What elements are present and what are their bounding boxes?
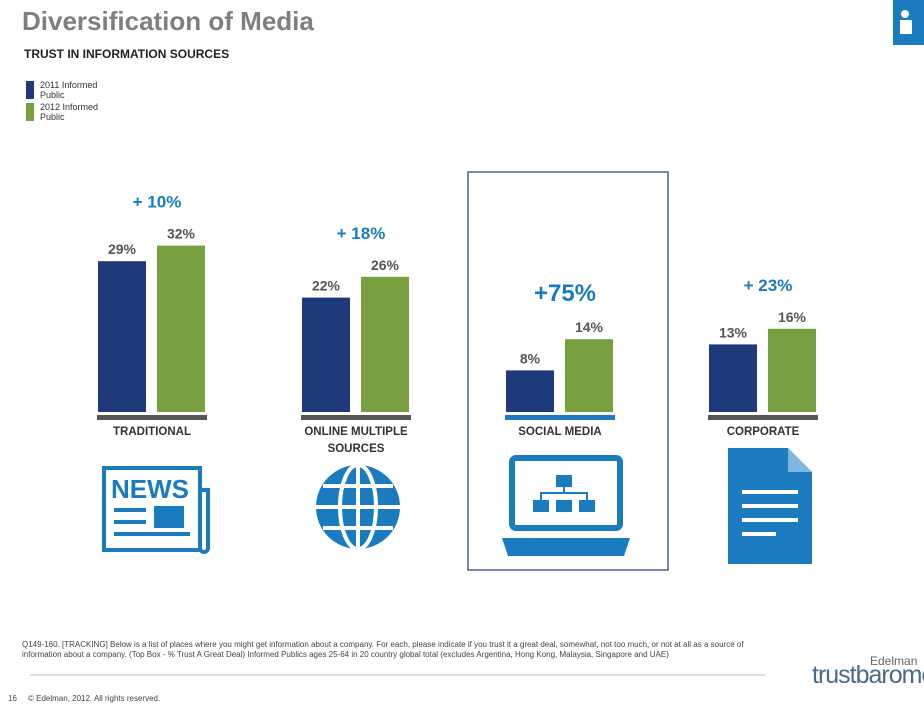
bar: [157, 245, 205, 412]
value-label: 8%: [520, 350, 541, 366]
corner-icon-part: [901, 10, 909, 18]
value-label: 16%: [778, 309, 807, 325]
news-icon-label: NEWS: [111, 474, 189, 504]
value-label: 14%: [575, 319, 604, 335]
value-label: 22%: [312, 278, 341, 294]
bar: [361, 276, 409, 412]
category-label: CORPORATE: [726, 426, 800, 438]
bar: [98, 261, 146, 412]
bar: [506, 370, 554, 412]
news-icon: [102, 466, 210, 554]
category-base: [97, 415, 207, 420]
legend-item: 2011 Informed Public: [26, 80, 110, 100]
change-label: +75%: [534, 280, 596, 307]
subtitle: TRUST IN INFORMATION SOURCES: [24, 47, 230, 61]
value-label: 32%: [167, 226, 196, 242]
page-number: 16: [8, 694, 17, 703]
title: Diversification of Media: [22, 6, 314, 36]
legend-label: 2011 Informed Public: [40, 80, 98, 100]
laptop-icon: [502, 455, 630, 556]
legend-swatch: [26, 81, 34, 99]
bar: [709, 344, 757, 412]
change-label: + 23%: [744, 276, 793, 295]
legend-label: 2012 Informed Public: [40, 102, 99, 122]
legend-swatch: [26, 103, 34, 121]
bar: [302, 297, 350, 412]
change-label: + 10%: [133, 193, 182, 212]
bar: [565, 339, 613, 412]
change-label: + 18%: [337, 224, 386, 243]
value-label: 26%: [371, 257, 400, 273]
highlight-box: [467, 171, 669, 571]
copyright: © Edelman, 2012. All rights reserved.: [28, 694, 161, 703]
document-icon: [728, 448, 812, 564]
category-label: SOCIAL MEDIA: [518, 426, 602, 438]
footnote: Q149-160. [TRACKING] Below is a list of …: [22, 640, 744, 659]
value-label: 29%: [108, 241, 137, 257]
logo: trustbarometer: [812, 661, 924, 689]
bar: [768, 328, 816, 412]
logo-top: Edelman: [870, 654, 918, 668]
category-label: ONLINE MULTIPLE SOURCES: [304, 426, 408, 455]
category-base: [505, 415, 615, 420]
corner-icon-part: [900, 20, 912, 34]
value-label: 13%: [719, 324, 748, 340]
legend-item: 2012 Informed Public: [26, 102, 110, 122]
category-base: [301, 415, 411, 420]
globe-icon: [316, 463, 400, 551]
category-base: [708, 415, 818, 420]
category-label: TRADITIONAL: [113, 426, 191, 438]
